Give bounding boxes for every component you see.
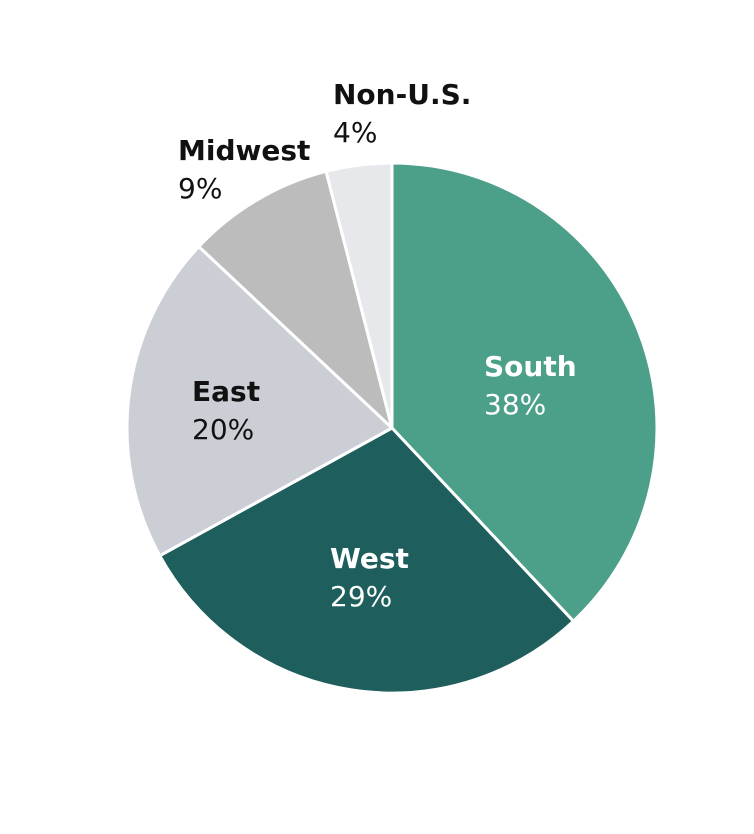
slice-value-east: 20% (192, 413, 254, 446)
slice-value-west: 29% (330, 580, 392, 613)
slice-label-non-u-s: Non-U.S. (333, 78, 471, 111)
slice-labels: South 38% West 29% East 20% Midwest 9% Non-U.S. 4… (178, 78, 577, 613)
slice-label-west: West (330, 542, 409, 575)
slice-label-south: South (484, 350, 577, 383)
slice-label-east: East (192, 375, 260, 408)
pie-slice-south (390, 161, 659, 623)
slice-value-midwest: 9% (178, 172, 222, 205)
pie-slice-east (125, 245, 394, 558)
pie-slice-west (158, 426, 575, 695)
slice-value-south: 38% (484, 388, 546, 421)
slice-label-midwest: Midwest (178, 134, 310, 167)
pie-slice-non-u-s (324, 161, 394, 430)
slice-value-non-u-s: 4% (333, 116, 377, 149)
pie-slice-midwest (197, 169, 394, 430)
pie-slices (125, 161, 659, 695)
